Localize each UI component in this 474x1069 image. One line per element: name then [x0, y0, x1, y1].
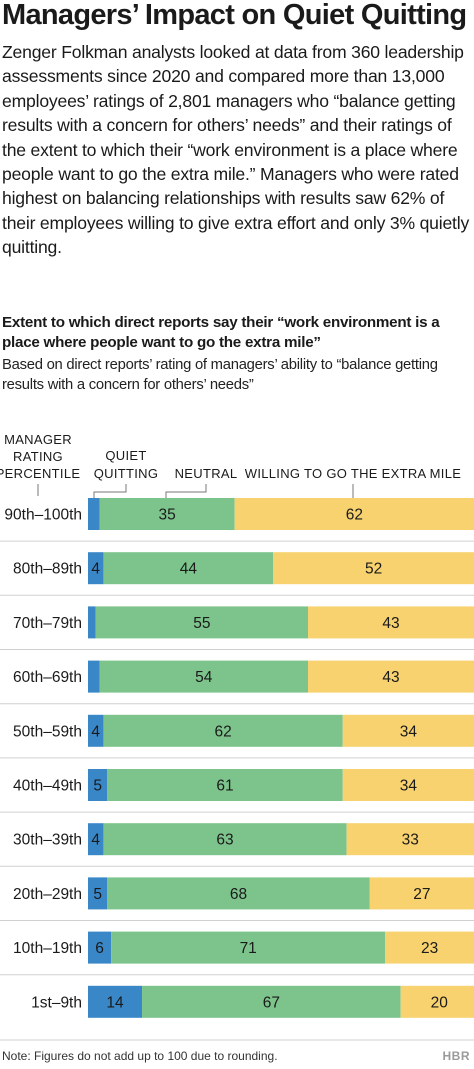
header-willing: WILLING TO GO THE EXTRA MILE	[245, 466, 461, 481]
data-label: 67	[263, 994, 280, 1011]
header-neutral: NEUTRAL	[175, 466, 238, 481]
data-label: 33	[402, 832, 419, 849]
data-label: 4	[91, 723, 100, 740]
bar-segment-willing	[308, 606, 474, 639]
hbr-logo: HBR	[443, 1049, 471, 1063]
data-label: 55	[193, 615, 210, 632]
bar-segment-quiet-quitting	[88, 877, 108, 910]
data-label: 63	[216, 832, 233, 849]
data-label: 6	[95, 940, 104, 957]
bar-segment-quiet-quitting	[88, 660, 100, 693]
category-label: 60th–69th	[13, 669, 82, 686]
bar-segment-willing	[385, 931, 474, 964]
header-manager-rating-line: PERCENTILE	[0, 466, 80, 481]
header-manager-rating-line: MANAGER	[4, 432, 72, 447]
bar-segment-quiet-quitting	[88, 985, 143, 1018]
data-label: 34	[400, 723, 418, 740]
category-label: 50th–59th	[13, 723, 82, 740]
bar-segment-neutral	[142, 985, 401, 1018]
bar-segment-quiet-quitting	[88, 823, 104, 856]
data-label: 43	[382, 615, 399, 632]
data-label: 71	[240, 940, 257, 957]
category-label: 80th–89th	[13, 561, 82, 578]
bar-segment-quiet-quitting	[88, 769, 108, 801]
bar-segment-quiet-quitting	[88, 931, 112, 964]
data-label: 5	[93, 778, 102, 795]
category-label: 20th–29th	[13, 886, 82, 903]
data-label: 34	[400, 778, 418, 795]
bar-segment-neutral	[99, 660, 309, 693]
bar-segment-neutral	[111, 931, 386, 964]
leader-line-neutral	[165, 484, 207, 498]
data-label: 23	[421, 940, 438, 957]
bar-segment-neutral	[107, 877, 370, 910]
footnote: Note: Figures do not add up to 100 due t…	[2, 1049, 278, 1063]
bar-segment-quiet-quitting	[88, 606, 96, 639]
intro-paragraph: Zenger Folkman analysts looked at data f…	[2, 42, 470, 258]
chart-subtitle: Based on direct reports’ rating of manag…	[2, 357, 438, 393]
data-label: 44	[180, 561, 198, 578]
data-label: 61	[216, 778, 233, 795]
bar-segment-willing	[308, 660, 474, 693]
bar-segment-willing	[342, 714, 474, 747]
data-label: 5	[93, 886, 102, 903]
data-label: 68	[230, 886, 247, 903]
data-label: 20	[431, 994, 449, 1011]
bar-segment-willing	[273, 552, 474, 585]
category-label: 1st–9th	[31, 994, 82, 1011]
category-label: 90th–100th	[4, 507, 82, 524]
bar-segment-quiet-quitting	[88, 714, 104, 747]
data-label: 4	[91, 561, 100, 578]
data-label: 4	[91, 832, 100, 849]
category-label: 10th–19th	[13, 940, 82, 957]
bar-segment-quiet-quitting	[88, 552, 104, 585]
data-label: 54	[195, 669, 213, 686]
header-manager-rating-line: RATING	[13, 449, 63, 464]
chart-title: Extent to which direct reports say their…	[2, 314, 440, 351]
data-label: 62	[214, 723, 231, 740]
hbr-logo-text: HBR	[442, 1049, 470, 1063]
bar-segment-neutral	[103, 552, 274, 585]
header-quiet-quitting-line: QUITTING	[94, 466, 159, 481]
data-label: 43	[382, 669, 399, 686]
data-label: 35	[159, 507, 176, 524]
bar-segment-willing	[400, 985, 474, 1018]
header-quiet-quitting-line: QUIET	[105, 448, 146, 463]
bar-segment-neutral	[103, 823, 347, 856]
category-label: 30th–39th	[13, 832, 82, 849]
bar-segment-quiet-quitting	[88, 498, 100, 530]
data-label: 62	[346, 507, 363, 524]
bar-segment-neutral	[95, 606, 309, 639]
bar-segment-willing	[342, 769, 474, 801]
leader-line-quiet	[93, 484, 127, 498]
category-label: 70th–79th	[13, 615, 82, 632]
bar-segment-willing	[346, 823, 474, 856]
bar-segment-willing	[234, 498, 474, 530]
data-label: 52	[365, 561, 382, 578]
data-label: 14	[106, 994, 124, 1011]
bar-segment-neutral	[103, 714, 343, 747]
page-title: Managers’ Impact on Quiet Quitting	[2, 0, 467, 31]
bar-segment-willing	[369, 877, 474, 910]
category-label: 40th–49th	[13, 778, 82, 795]
data-label: 27	[413, 886, 430, 903]
bar-segment-neutral	[107, 769, 343, 801]
bar-segment-neutral	[99, 498, 235, 530]
